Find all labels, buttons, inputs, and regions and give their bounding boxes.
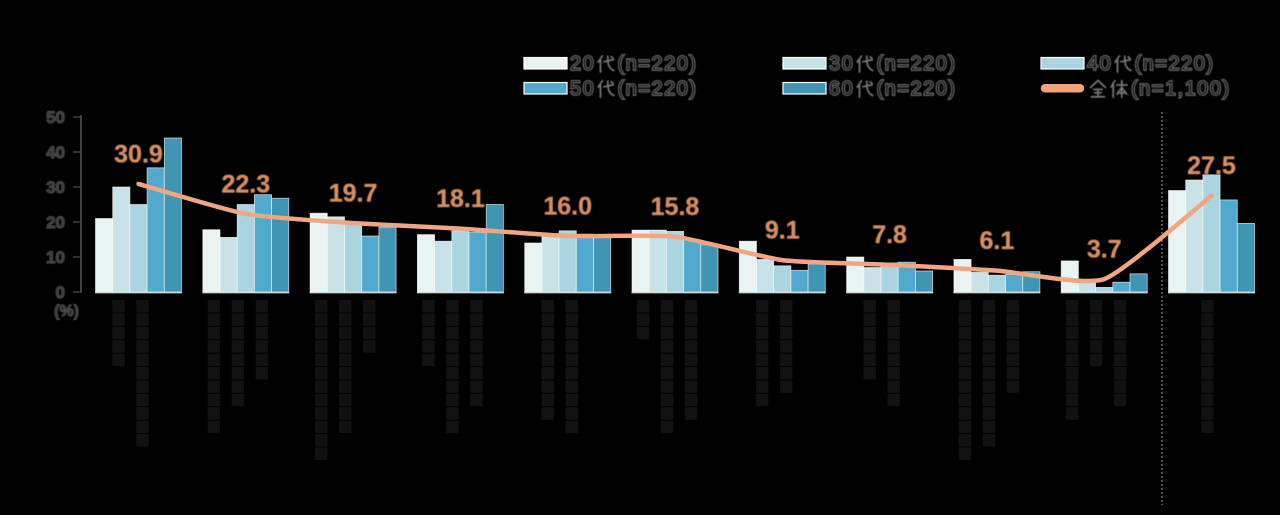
svg-text:60: 60 xyxy=(829,78,854,100)
svg-text:20: 20 xyxy=(46,213,65,232)
svg-text:10: 10 xyxy=(46,248,65,267)
svg-text:19.7: 19.7 xyxy=(329,180,378,208)
svg-text:3.7: 3.7 xyxy=(1087,236,1122,264)
svg-text:40: 40 xyxy=(1087,53,1112,75)
svg-text:30: 30 xyxy=(46,178,65,197)
svg-text:15.8: 15.8 xyxy=(651,193,700,221)
svg-text:(n=1,100): (n=1,100) xyxy=(1131,78,1231,100)
svg-text:22.3: 22.3 xyxy=(221,170,270,198)
svg-text:(n=220): (n=220) xyxy=(1135,53,1215,75)
svg-text:9.1: 9.1 xyxy=(765,217,800,245)
svg-text:50: 50 xyxy=(570,78,595,100)
svg-text:40: 40 xyxy=(46,143,65,162)
svg-text:50: 50 xyxy=(46,108,65,127)
svg-text:7.8: 7.8 xyxy=(872,221,907,249)
svg-text:(n=220): (n=220) xyxy=(618,78,698,100)
svg-text:0: 0 xyxy=(56,283,65,302)
svg-text:27.5: 27.5 xyxy=(1187,152,1236,180)
svg-text:(n=220): (n=220) xyxy=(877,78,957,100)
svg-text:18.1: 18.1 xyxy=(436,185,485,213)
svg-text:(%): (%) xyxy=(54,303,79,320)
svg-text:(n=220): (n=220) xyxy=(618,53,698,75)
svg-text:30: 30 xyxy=(829,53,854,75)
svg-text:16.0: 16.0 xyxy=(543,193,592,221)
svg-text:(n=220): (n=220) xyxy=(877,53,957,75)
svg-text:20: 20 xyxy=(570,53,595,75)
svg-text:30.9: 30.9 xyxy=(114,140,163,168)
svg-text:6.1: 6.1 xyxy=(980,227,1015,255)
